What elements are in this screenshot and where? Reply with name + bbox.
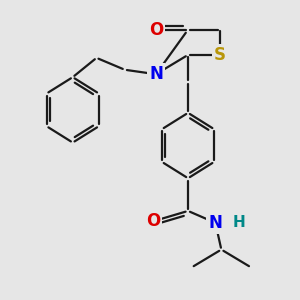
Text: S: S <box>214 46 226 64</box>
Text: N: N <box>149 65 163 83</box>
Text: O: O <box>149 21 163 39</box>
Text: H: H <box>233 215 245 230</box>
Text: N: N <box>208 214 222 232</box>
Text: O: O <box>146 212 160 230</box>
